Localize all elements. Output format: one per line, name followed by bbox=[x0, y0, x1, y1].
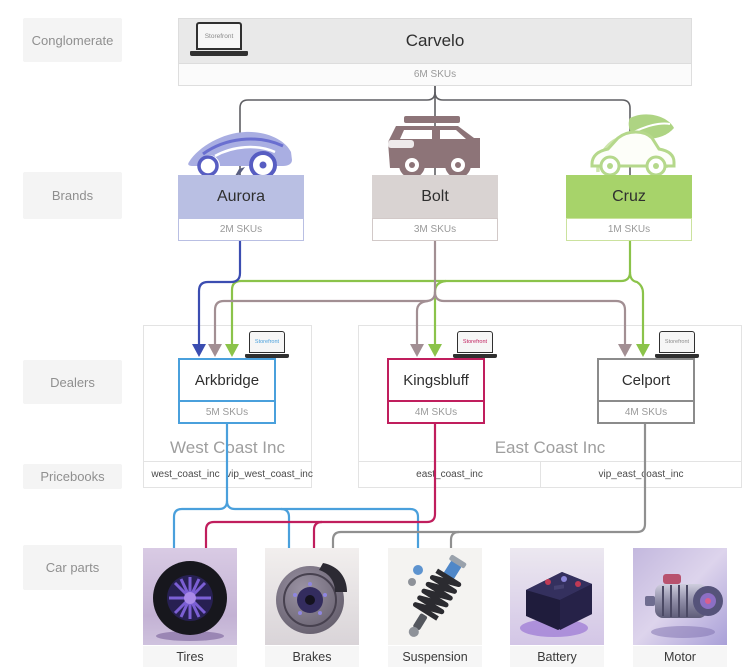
aurora-connector bbox=[197, 240, 242, 344]
brand-name: Cruz bbox=[566, 175, 692, 218]
dealer-name: Arkbridge bbox=[180, 360, 274, 400]
storefront-icon: Storefront bbox=[655, 331, 699, 358]
kingsbluff-part-wires bbox=[204, 422, 437, 548]
dealer-name: Kingsbluff bbox=[389, 360, 483, 400]
brand-skus: 2M SKUs bbox=[178, 218, 304, 241]
dealer-skus: 4M SKUs bbox=[389, 400, 483, 422]
aurora-sportscar-icon bbox=[188, 131, 292, 178]
suspension-image bbox=[388, 548, 482, 645]
part-label: Brakes bbox=[265, 646, 359, 667]
dealer-kingsbluff-node: Kingsbluff 4M SKUs bbox=[387, 358, 485, 424]
brand-skus: 1M SKUs bbox=[566, 218, 692, 241]
brand-bolt-node: Bolt 3M SKUs bbox=[372, 175, 498, 241]
dealer-skus: 5M SKUs bbox=[180, 400, 274, 422]
part-battery: Battery bbox=[510, 548, 604, 667]
brand-name: Aurora bbox=[178, 175, 304, 218]
row-label-car-parts: Car parts bbox=[23, 545, 122, 590]
part-tires: Tires bbox=[143, 548, 237, 667]
bolt-connectors bbox=[213, 240, 627, 344]
carvelo-node: Carvelo 6M SKUs bbox=[178, 18, 692, 86]
storefront-label: Storefront bbox=[664, 339, 690, 345]
part-label: Tires bbox=[143, 646, 237, 667]
part-brakes: Brakes bbox=[265, 548, 359, 667]
part-label: Suspension bbox=[388, 646, 482, 667]
part-motor: Motor bbox=[633, 548, 727, 667]
pricebook-strip: east_coast_inc vip_east_coast_inc bbox=[359, 461, 741, 487]
brand-aurora-node: Aurora 2M SKUs bbox=[178, 175, 304, 241]
storefront-label: Storefront bbox=[204, 32, 234, 40]
bolt-truck-icon bbox=[388, 116, 480, 178]
bolt-arrowheads bbox=[208, 344, 632, 357]
brand-cruz-node: Cruz 1M SKUs bbox=[566, 175, 692, 241]
brand-name: Bolt bbox=[372, 175, 498, 218]
dealer-group-title: East Coast Inc bbox=[494, 438, 606, 457]
row-label-dealers: Dealers bbox=[23, 360, 122, 404]
part-suspension: Suspension bbox=[388, 548, 482, 667]
battery-image bbox=[510, 548, 604, 645]
carvelo-skus: 6M SKUs bbox=[178, 64, 692, 86]
tires-image bbox=[143, 548, 237, 645]
storefront-icon: Storefront bbox=[245, 331, 289, 358]
storefront-label: Storefront bbox=[462, 339, 488, 345]
storefront-icon: Storefront bbox=[190, 22, 248, 56]
arkbridge-part-wires bbox=[172, 422, 420, 548]
pricebook-cell: vip_east_coast_inc bbox=[540, 462, 741, 487]
storefront-label: Storefront bbox=[254, 339, 280, 345]
pricebook-cell: east_coast_inc bbox=[416, 469, 483, 480]
dealer-name: Celport bbox=[599, 360, 693, 400]
part-label: Motor bbox=[633, 646, 727, 667]
row-label-pricebooks: Pricebooks bbox=[23, 464, 122, 489]
part-label: Battery bbox=[510, 646, 604, 667]
brakes-image bbox=[265, 548, 359, 645]
motor-image bbox=[633, 548, 727, 645]
brand-skus: 3M SKUs bbox=[372, 218, 498, 241]
cruz-connectors bbox=[230, 240, 645, 344]
celport-part-wires bbox=[331, 422, 647, 548]
pricebook-cell: west_coast_inc bbox=[151, 469, 220, 480]
row-label-conglomerate: Conglomerate bbox=[23, 18, 122, 62]
storefront-icon: Storefront bbox=[453, 331, 497, 358]
cruz-arrowheads bbox=[225, 344, 650, 357]
row-label-brands: Brands bbox=[23, 172, 122, 219]
dealer-arkbridge-node: Arkbridge 5M SKUs bbox=[178, 358, 276, 424]
aurora-arrowhead bbox=[192, 344, 206, 357]
dealer-skus: 4M SKUs bbox=[599, 400, 693, 422]
cruz-eco-car-icon bbox=[590, 114, 676, 177]
carvelo-title: Carvelo bbox=[178, 18, 692, 64]
dealer-celport-node: Celport 4M SKUs bbox=[597, 358, 695, 424]
